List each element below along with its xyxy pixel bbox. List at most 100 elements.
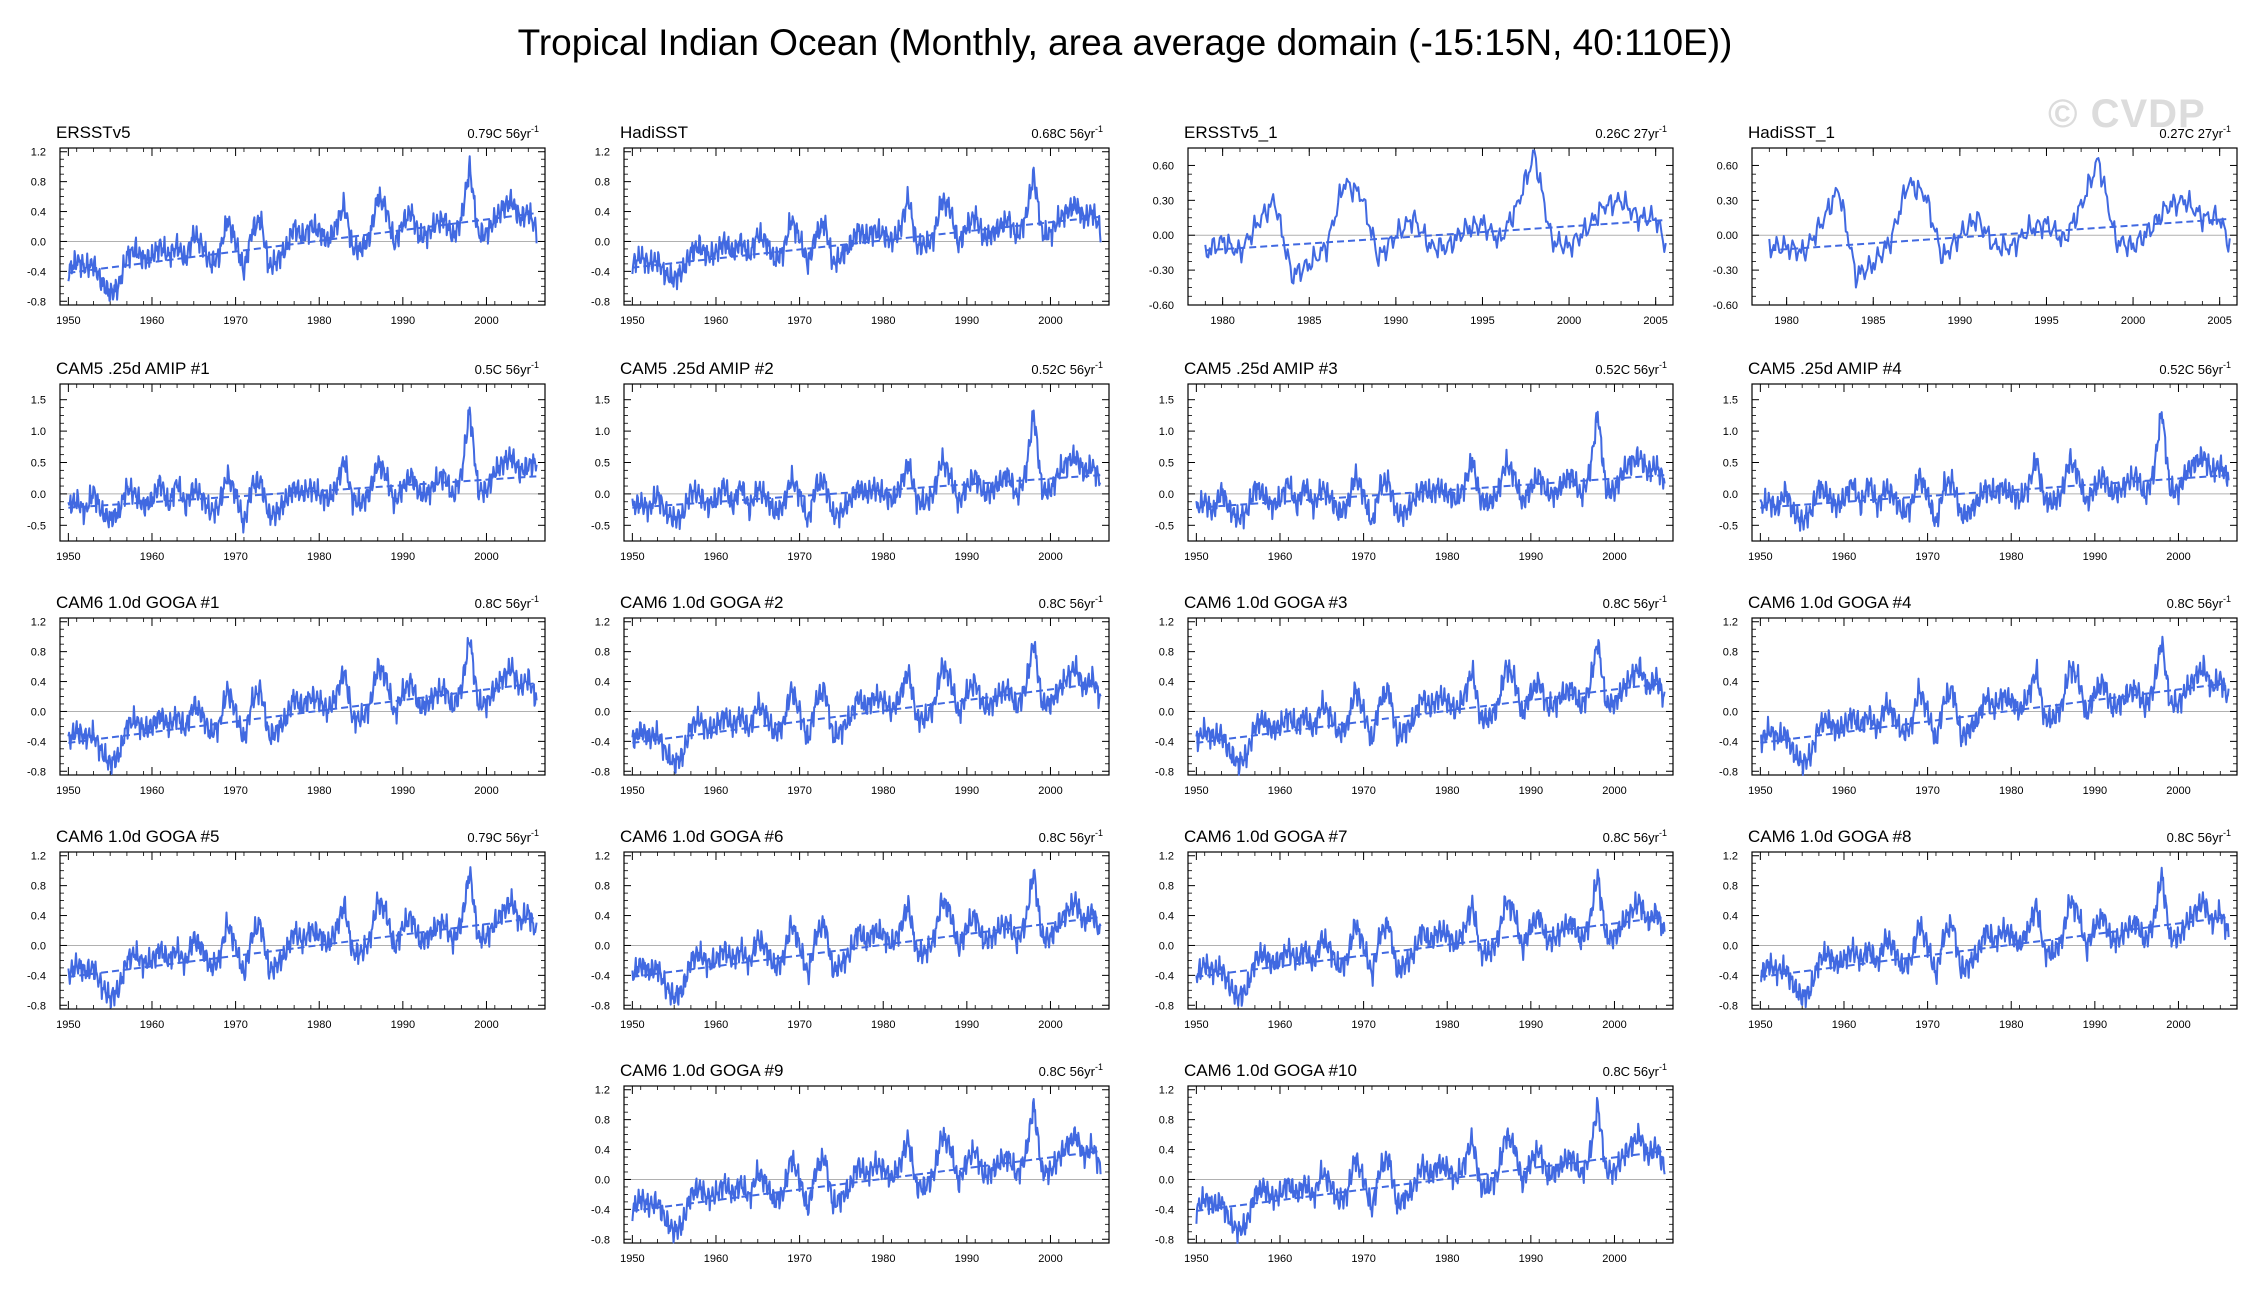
- trend-label-superscript: -1: [1095, 360, 1103, 370]
- x-tick-label: 1960: [1832, 551, 1856, 563]
- chart-panel: CAM6 1.0d GOGA #4 0.8C 56yr-1 -0.8 -0.4 0.0 0…: [1719, 593, 2238, 797]
- y-tick-label: 1.2: [1159, 617, 1174, 629]
- y-tick-label: 0.8: [31, 177, 46, 189]
- chart-panel: CAM6 1.0d GOGA #5 0.79C 56yr-1 -0.8 -0.4 0.0…: [27, 827, 546, 1031]
- trend-line: [1196, 1150, 1665, 1212]
- chart-panel: CAM6 1.0d GOGA #1 0.8C 56yr-1 -0.8 -0.4 0.0 0…: [27, 593, 546, 797]
- trend-label: 0.8C 56yr-1: [2167, 828, 2231, 845]
- y-tick-label: -0.8: [591, 766, 610, 778]
- y-tick-label: 1.0: [1159, 426, 1174, 438]
- x-tick-label: 1990: [2083, 1019, 2107, 1031]
- trend-line: [68, 475, 537, 509]
- y-tick-label: -0.30: [1149, 265, 1174, 277]
- y-tick-label: 0.8: [595, 881, 610, 893]
- chart-panel: HadiSST_1 0.27C 27yr-1 -0.60 -0.30 0.00 0.30 0…: [1713, 123, 2238, 327]
- y-tick-label: -0.4: [1155, 970, 1174, 982]
- trend-label: 0.8C 56yr-1: [1039, 594, 1103, 611]
- y-tick-label: -0.5: [1719, 520, 1738, 532]
- x-tick-label: 1950: [56, 785, 80, 797]
- x-tick-label: 1980: [307, 315, 331, 327]
- chart-panel: CAM5 .25d AMIP #1 0.5C 56yr-1 -0.5 0.0 0.5 1.…: [27, 359, 546, 563]
- y-tick-label: -0.4: [27, 266, 46, 278]
- y-tick-label: 1.2: [31, 851, 46, 863]
- x-tick-label: 1970: [787, 1253, 811, 1265]
- y-tick-label: -0.8: [591, 296, 610, 308]
- trend-label: 0.8C 56yr-1: [1039, 1062, 1103, 1079]
- x-tick-label: 1990: [1384, 315, 1408, 327]
- x-tick-label: 2000: [1038, 1253, 1062, 1265]
- x-tick-label: 1960: [140, 551, 164, 563]
- y-tick-label: -0.8: [591, 1234, 610, 1246]
- trend-line: [68, 916, 537, 978]
- x-tick-label: 1985: [1861, 315, 1885, 327]
- x-tick-label: 1990: [391, 785, 415, 797]
- trend-line: [632, 1150, 1101, 1212]
- x-tick-label: 1990: [1519, 551, 1543, 563]
- y-tick-label: -0.4: [1719, 736, 1738, 748]
- panel-title: ERSSTv5: [56, 123, 131, 142]
- y-tick-label: 0.8: [31, 647, 46, 659]
- x-tick-label: 1970: [1351, 551, 1375, 563]
- y-tick-label: 0.5: [595, 458, 610, 470]
- y-tick-label: -0.8: [27, 1000, 46, 1012]
- chart-panel: CAM5 .25d AMIP #3 0.52C 56yr-1 -0.5 0.0 0.5 1…: [1155, 359, 1674, 563]
- plot-frame: [623, 617, 1110, 776]
- x-tick-label: 1950: [620, 1253, 644, 1265]
- series-line: [1759, 411, 2230, 532]
- trend-line: [632, 916, 1101, 978]
- y-tick-label: 1.2: [595, 851, 610, 863]
- x-tick-label: 2000: [1602, 1253, 1626, 1265]
- y-tick-label: -0.60: [1713, 300, 1738, 312]
- x-tick-label: 1960: [704, 1019, 728, 1031]
- trend-label-superscript: -1: [531, 124, 539, 134]
- y-tick-label: -0.4: [1719, 970, 1738, 982]
- y-tick-label: -0.5: [591, 520, 610, 532]
- x-tick-label: 1980: [1210, 315, 1234, 327]
- y-tick-label: 0.0: [595, 489, 610, 501]
- x-tick-label: 2000: [474, 315, 498, 327]
- y-tick-label: 0.4: [595, 1145, 610, 1157]
- x-tick-label: 1980: [1435, 551, 1459, 563]
- y-tick-label: 0.0: [595, 236, 610, 248]
- y-tick-label: 0.4: [1159, 1145, 1174, 1157]
- chart-panel: CAM6 1.0d GOGA #9 0.8C 56yr-1 -0.8 -0.4 0.0 0…: [591, 1061, 1110, 1265]
- x-tick-label: 1960: [704, 551, 728, 563]
- y-tick-label: 0.5: [31, 458, 46, 470]
- x-tick-label: 1990: [955, 1253, 979, 1265]
- x-tick-label: 1980: [1435, 1253, 1459, 1265]
- chart-panel: CAM6 1.0d GOGA #10 0.8C 56yr-1 -0.8 -0.4 0.0…: [1155, 1061, 1674, 1265]
- y-tick-label: 0.0: [1159, 940, 1174, 952]
- panel-title: CAM6 1.0d GOGA #6: [620, 827, 783, 846]
- figure-title: Tropical Indian Ocean (Monthly, area ave…: [517, 22, 1733, 63]
- x-tick-label: 1980: [871, 315, 895, 327]
- y-tick-label: -0.8: [1155, 766, 1174, 778]
- x-tick-label: 2000: [474, 785, 498, 797]
- trend-label-superscript: -1: [1659, 360, 1667, 370]
- y-tick-label: -0.5: [27, 520, 46, 532]
- y-tick-label: 0.60: [1717, 160, 1738, 172]
- trend-label: 0.79C 56yr-1: [467, 828, 539, 845]
- y-tick-label: -0.8: [1155, 1000, 1174, 1012]
- panel-title: CAM6 1.0d GOGA #3: [1184, 593, 1347, 612]
- panel-title: CAM6 1.0d GOGA #9: [620, 1061, 783, 1080]
- y-tick-label: 1.2: [1159, 851, 1174, 863]
- y-tick-label: 0.8: [595, 1115, 610, 1127]
- trend-line: [68, 212, 537, 274]
- trend-label-superscript: -1: [531, 360, 539, 370]
- x-tick-label: 1995: [1470, 315, 1494, 327]
- trend-label: 0.27C 27yr-1: [2159, 124, 2231, 141]
- trend-label-superscript: -1: [531, 594, 539, 604]
- trend-label-superscript: -1: [2223, 360, 2231, 370]
- y-tick-label: -0.4: [1155, 1204, 1174, 1216]
- x-tick-label: 1970: [1915, 785, 1939, 797]
- trend-label: 0.68C 56yr-1: [1031, 124, 1103, 141]
- plot-frame: [623, 1085, 1110, 1244]
- x-tick-label: 1980: [871, 551, 895, 563]
- y-tick-label: 1.5: [31, 395, 46, 407]
- x-tick-label: 2005: [2207, 315, 2231, 327]
- y-tick-label: 0.4: [31, 677, 46, 689]
- y-tick-label: 0.0: [595, 1174, 610, 1186]
- trend-label-superscript: -1: [2223, 124, 2231, 134]
- plot-frame: [623, 383, 1110, 542]
- trend-label: 0.52C 56yr-1: [1595, 360, 1667, 377]
